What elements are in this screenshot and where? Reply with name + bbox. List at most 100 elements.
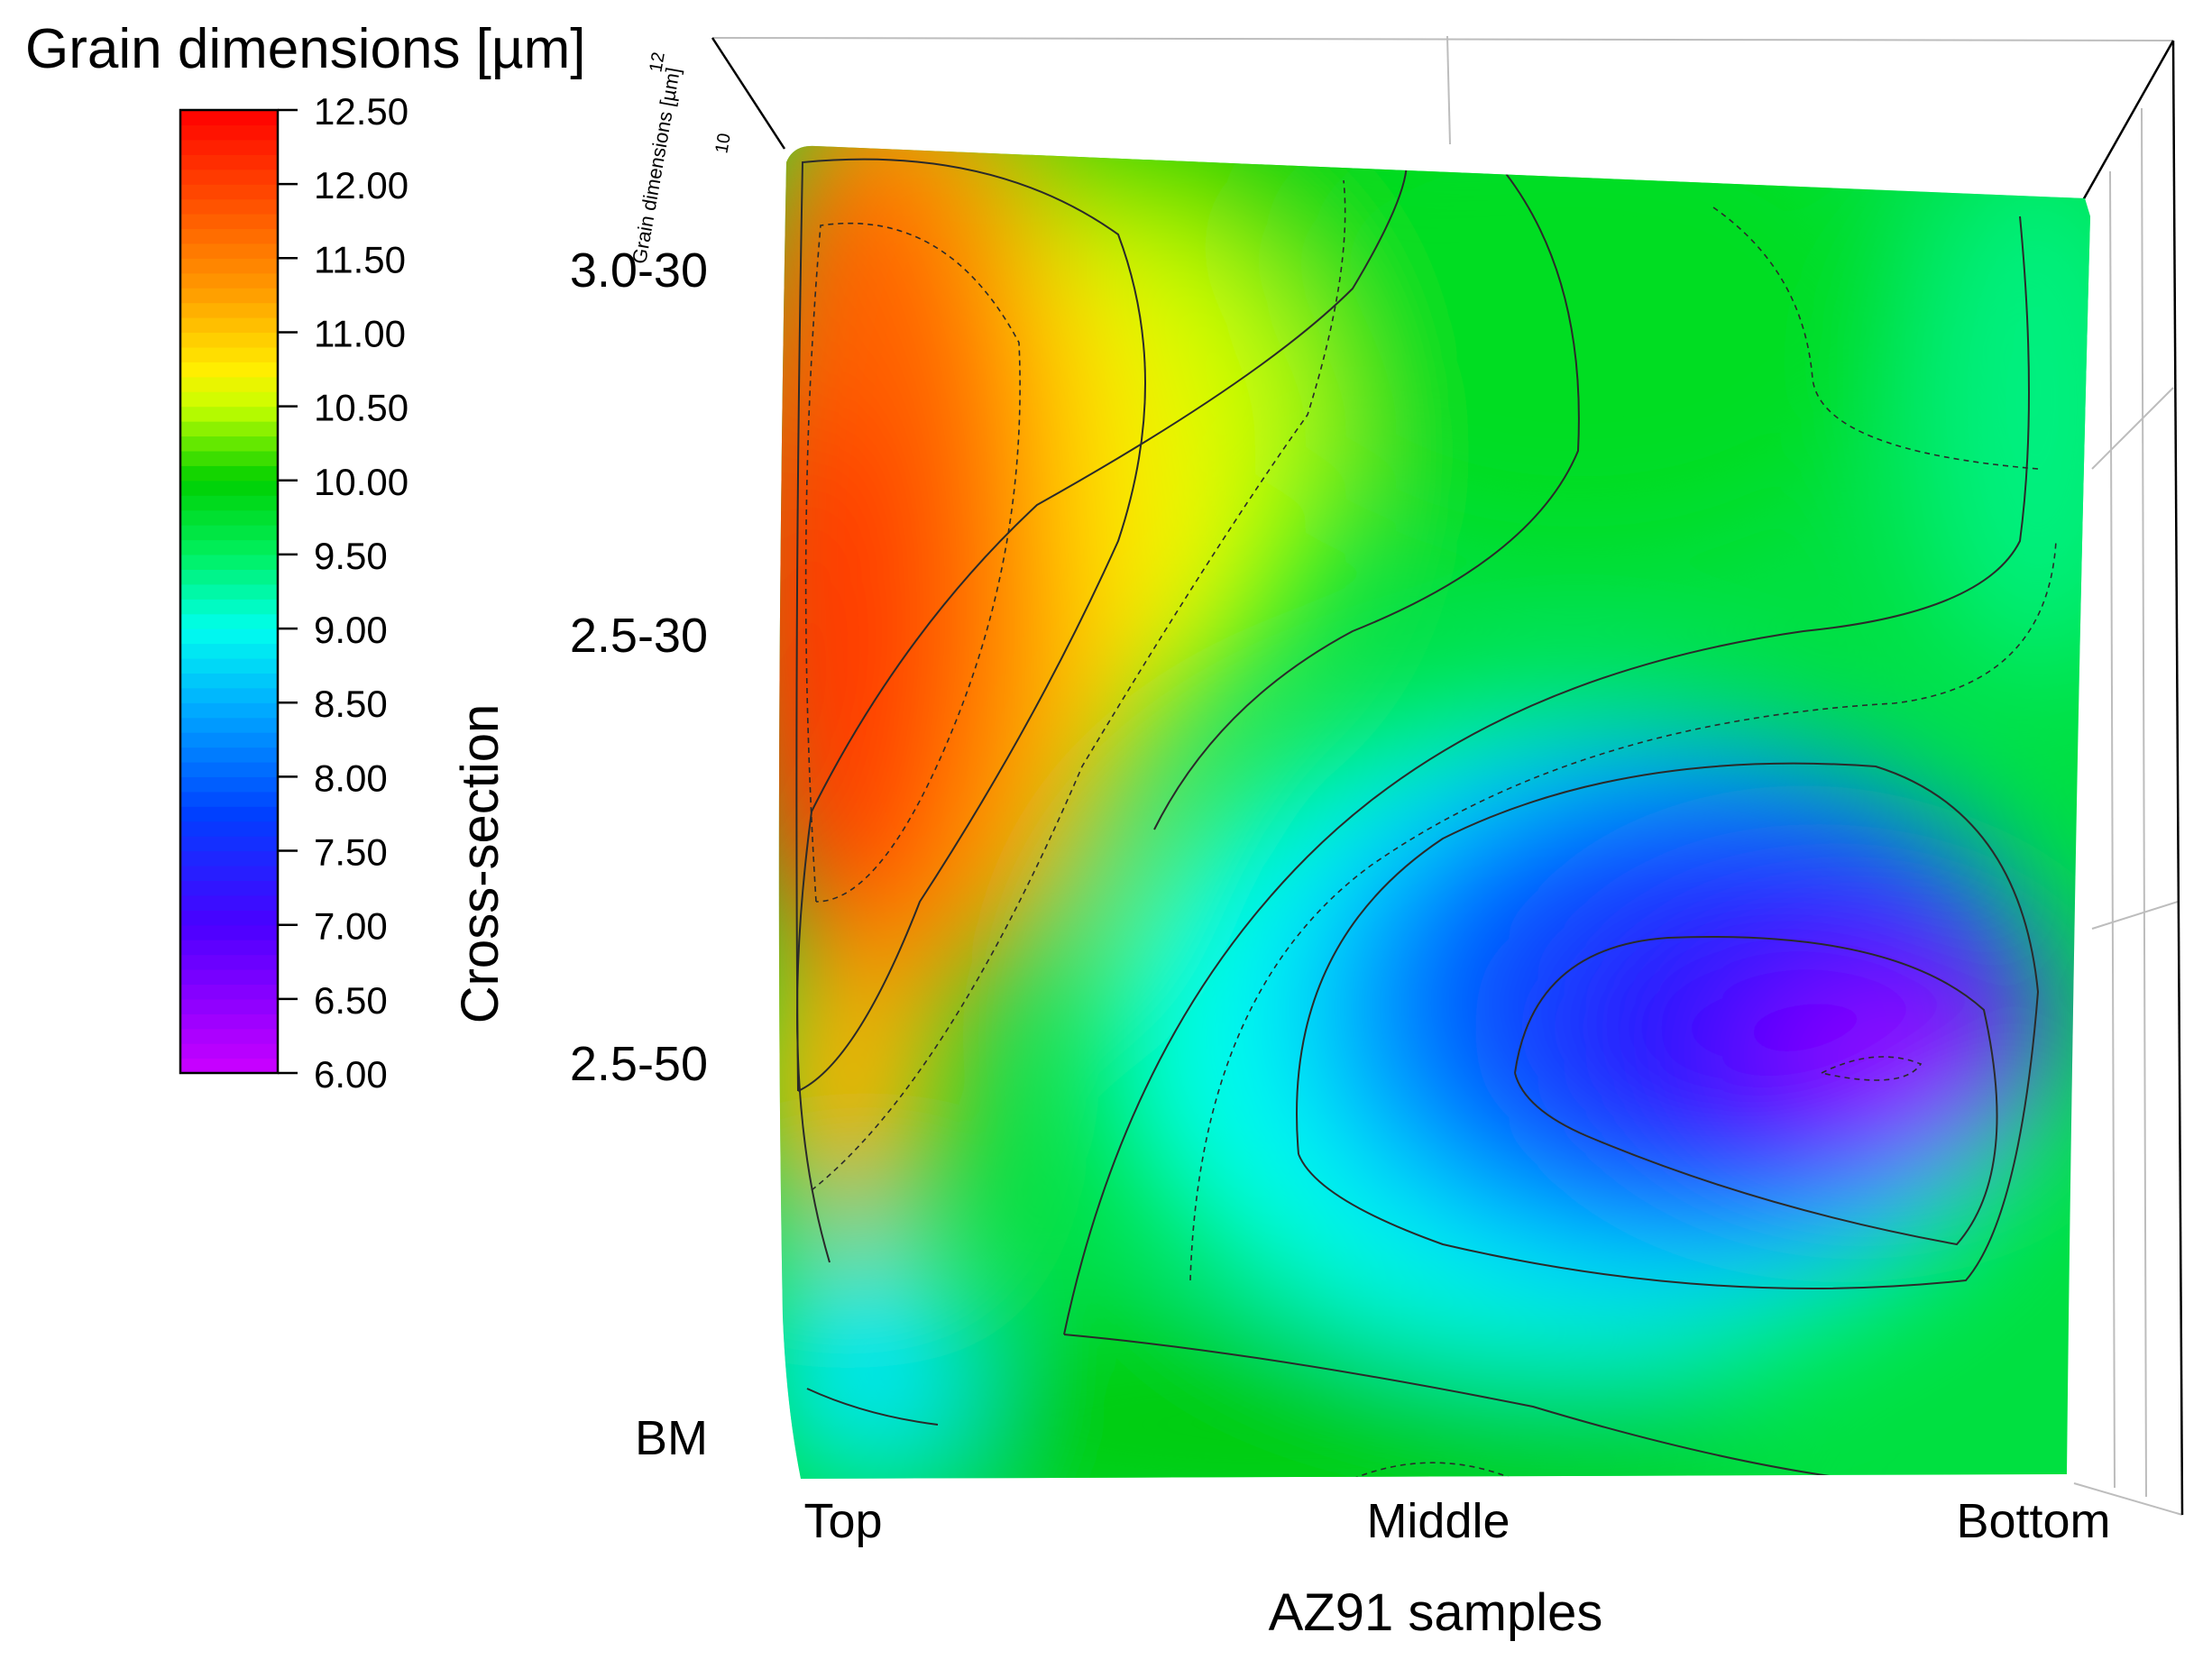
- colorbar-band: [180, 747, 278, 763]
- colorbar-band: [180, 836, 278, 852]
- colorbar-band: [180, 968, 278, 986]
- z-tick-label: 10: [711, 132, 735, 155]
- colorbar-band: [180, 169, 278, 185]
- colorbar: [179, 108, 280, 1075]
- colorbar-tick-label: 9.00: [314, 609, 388, 651]
- y-axis-ticks: 3.0-30 2.5-30 2.5-50 BM: [570, 243, 708, 1465]
- colorbar-band: [180, 495, 278, 511]
- colorbar-band: [180, 984, 278, 1000]
- colorbar-band: [180, 391, 278, 408]
- x-tick-label: Middle: [1366, 1494, 1510, 1548]
- colorbar-band: [180, 139, 278, 155]
- colorbar-band: [180, 954, 278, 970]
- z-axis-ticks: 12 10: [646, 50, 735, 155]
- colorbar-band: [180, 272, 278, 289]
- colorbar-band: [180, 288, 278, 304]
- colorbar-band: [180, 258, 278, 274]
- colorbar-tick-label: 10.00: [314, 461, 408, 503]
- colorbar-tick-label: 11.00: [314, 312, 406, 354]
- colorbar-band: [180, 717, 278, 733]
- x-axis-ticks: Top Middle Bottom: [803, 1494, 2110, 1548]
- colorbar-band: [180, 599, 278, 615]
- colorbar-band: [180, 702, 278, 719]
- colorbar-band: [180, 539, 278, 555]
- colorbar-band: [180, 673, 278, 689]
- colorbar-band: [180, 376, 278, 392]
- colorbar-band: [180, 302, 278, 318]
- heatmap-surface: [778, 145, 2091, 1480]
- y-tick-label: 2.5-50: [570, 1037, 708, 1091]
- z-axis-label: Grain dimensions [µm]: [628, 66, 684, 266]
- colorbar-band: [180, 480, 278, 496]
- colorbar-band: [180, 124, 278, 141]
- colorbar-band: [180, 1043, 278, 1059]
- colorbar-tick-label: 8.00: [314, 757, 388, 799]
- colorbar-tick-label: 12.50: [314, 90, 408, 133]
- colorbar-band: [180, 776, 278, 793]
- y-tick-label: 3.0-30: [570, 243, 708, 298]
- colorbar-band: [180, 865, 278, 881]
- colorbar-ticks: 12.50 12.00 11.50 11.00 10.50 10.00 9.50 9.00 8.…: [278, 90, 408, 1096]
- colorbar-band: [180, 910, 278, 926]
- colorbar-band: [180, 791, 278, 807]
- colorbar-band: [180, 657, 278, 674]
- colorbar-tick-label: 6.00: [314, 1053, 388, 1096]
- colorbar-band: [180, 317, 278, 334]
- z-tick-label: 12: [646, 50, 669, 74]
- colorbar-band: [180, 732, 278, 748]
- colorbar-tick-label: 6.50: [314, 979, 388, 1022]
- colorbar-band: [180, 154, 278, 170]
- colorbar-band: [180, 894, 278, 911]
- colorbar-tick-label: 10.50: [314, 387, 408, 429]
- colorbar-band: [180, 228, 278, 244]
- colorbar-band: [180, 436, 278, 452]
- colorbar-tick-label: 9.50: [314, 535, 388, 577]
- colorbar-band: [180, 821, 278, 837]
- colorbar-band: [180, 554, 278, 570]
- colorbar-band: [180, 643, 278, 659]
- x-tick-label: Bottom: [1956, 1494, 2110, 1548]
- colorbar-band: [180, 880, 278, 896]
- colorbar-band: [180, 465, 278, 481]
- colorbar-band: [180, 628, 278, 645]
- colorbar-band: [180, 110, 278, 126]
- y-axis-label: Cross-section: [451, 704, 509, 1024]
- colorbar-band: [180, 509, 278, 526]
- colorbar-band: [180, 761, 278, 777]
- colorbar-band: [180, 569, 278, 585]
- y-tick-label: 2.5-30: [570, 609, 708, 663]
- y-tick-label: BM: [635, 1411, 708, 1465]
- colorbar-tick-label: 11.50: [314, 238, 406, 280]
- colorbar-band: [180, 1013, 278, 1030]
- contour-lines: [795, 158, 2040, 1480]
- colorbar-border: [179, 108, 280, 1075]
- colorbar-band: [180, 243, 278, 259]
- colorbar-band: [180, 214, 278, 230]
- chart-title: Grain dimensions [µm]: [25, 18, 585, 80]
- x-axis-label: AZ91 samples: [1269, 1583, 1603, 1642]
- colorbar-band: [180, 806, 278, 822]
- x-tick-label: Top: [803, 1494, 882, 1548]
- colorbar-band: [180, 613, 278, 629]
- colorbar-band: [180, 940, 278, 956]
- box-frame-dark: [711, 37, 2184, 1516]
- colorbar-band: [180, 525, 278, 541]
- colorbar-band: [180, 198, 278, 215]
- colorbar-band: [180, 406, 278, 422]
- colorbar-band: [180, 1028, 278, 1044]
- colorbar-band: [180, 583, 278, 600]
- colorbar-band: [180, 332, 278, 348]
- colorbar-band: [180, 346, 278, 362]
- colorbar-band: [180, 362, 278, 378]
- colorbar-band: [180, 450, 278, 466]
- colorbar-band: [180, 924, 278, 940]
- colorbar-band: [180, 421, 278, 437]
- colorbar-band: [180, 184, 278, 200]
- colorbar-band: [180, 850, 278, 867]
- colorbar-tick-label: 12.00: [314, 164, 408, 206]
- colorbar-tick-label: 7.50: [314, 831, 388, 874]
- colorbar-tick-label: 7.00: [314, 905, 388, 948]
- colorbar-band: [180, 998, 278, 1014]
